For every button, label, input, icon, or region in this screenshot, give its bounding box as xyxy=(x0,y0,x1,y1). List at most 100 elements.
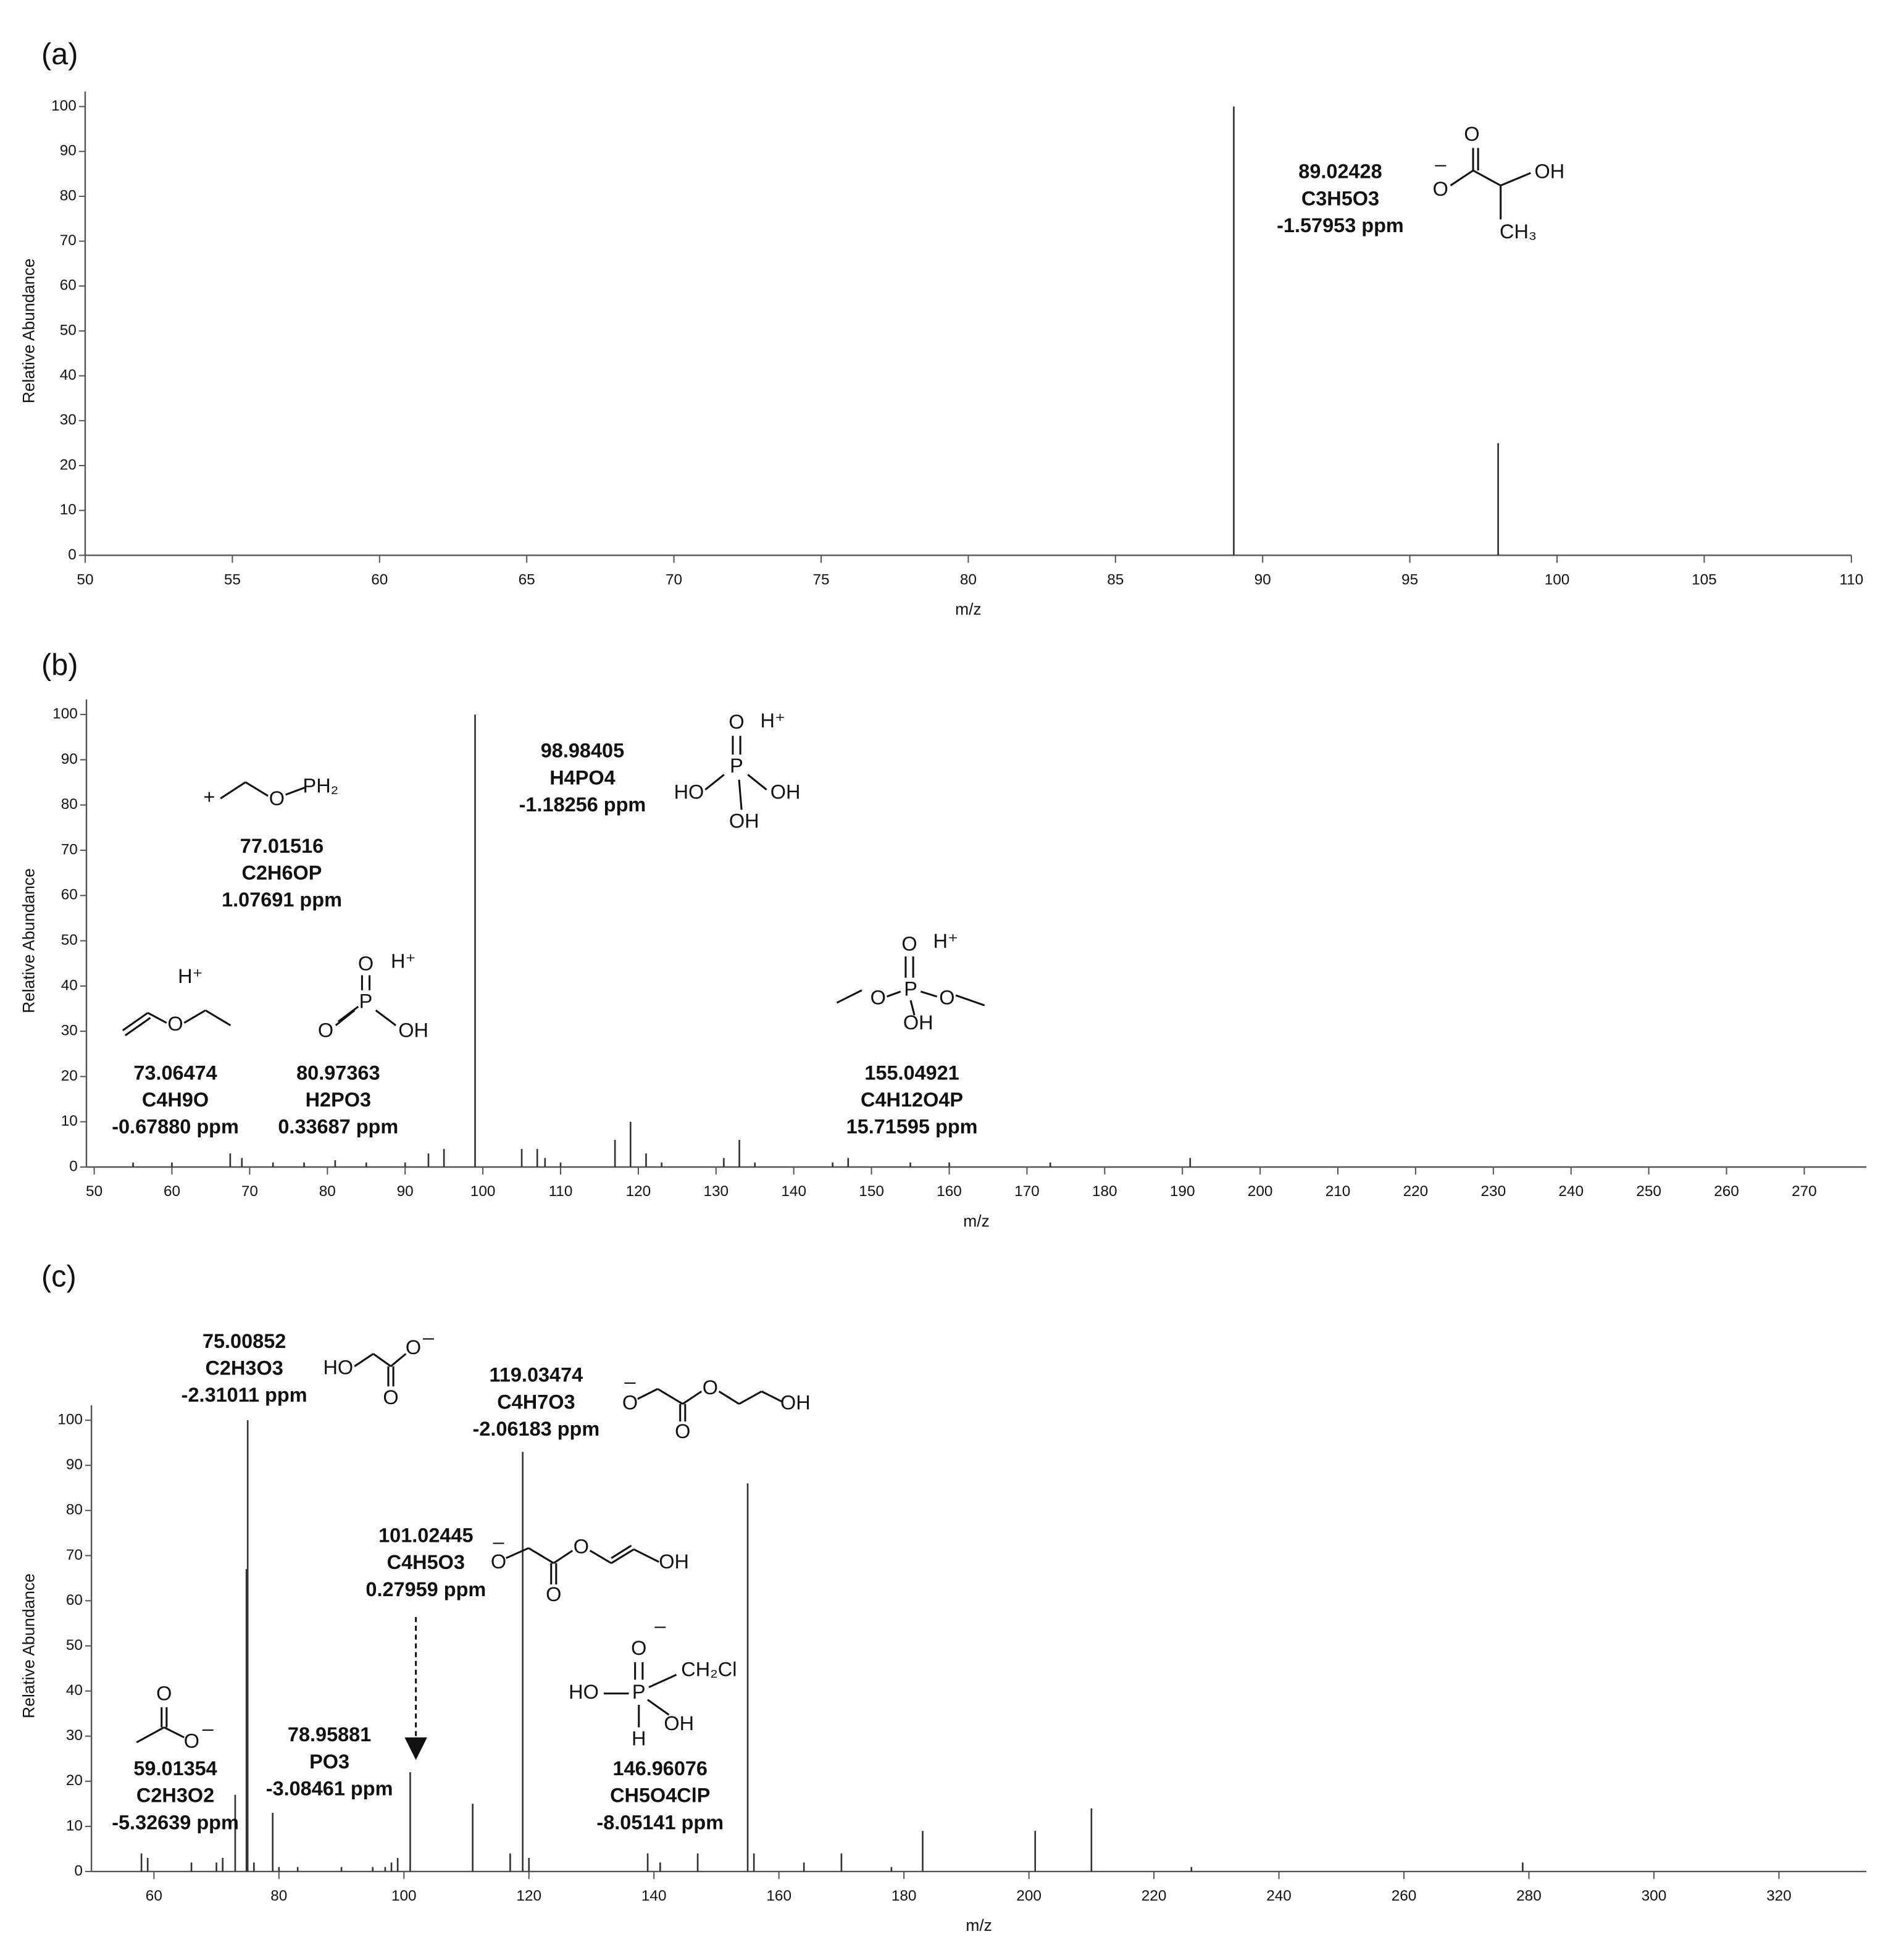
bond xyxy=(955,994,985,1006)
peak-annotation: -2.06183 ppm xyxy=(473,1418,600,1440)
y-tick-label: 80 xyxy=(66,1502,83,1518)
x-tick-label: 55 xyxy=(224,571,241,588)
bond xyxy=(372,1353,391,1368)
bond xyxy=(886,990,901,998)
bond xyxy=(633,1548,659,1563)
peak-annotation: 80.97363 xyxy=(296,1061,380,1084)
atom-label: PH₂ xyxy=(303,774,339,797)
peak-annotation: C4H9O xyxy=(142,1089,209,1111)
peak-annotation: CH5O4ClP xyxy=(610,1784,710,1807)
y-tick-label: 0 xyxy=(69,1158,78,1174)
atom-label: H⁺ xyxy=(761,709,786,732)
atom-label: OH xyxy=(664,1712,694,1734)
x-tick-label: 160 xyxy=(766,1888,791,1904)
atom-label: O xyxy=(574,1536,589,1558)
bond xyxy=(136,1726,165,1744)
bond xyxy=(836,989,862,1004)
y-tick-label: 70 xyxy=(66,1547,83,1563)
atom-label: H⁺ xyxy=(933,930,959,952)
atom-label: OH xyxy=(1534,161,1564,183)
y-tick-label: 80 xyxy=(60,187,77,204)
x-tick-label: 320 xyxy=(1766,1888,1792,1904)
atom-label: O xyxy=(358,953,374,975)
peak-annotation: C4H12O4P xyxy=(861,1089,963,1111)
atom-label: O xyxy=(622,1391,638,1413)
y-tick-label: 50 xyxy=(60,322,77,338)
y-tick-label: 90 xyxy=(61,751,78,768)
bond xyxy=(611,1548,635,1564)
peak-annotation: 1.07691 ppm xyxy=(222,889,342,911)
peak-annotation: 59.01354 xyxy=(133,1757,217,1780)
y-tick-label: 20 xyxy=(60,456,77,473)
peak-annotation: 77.01516 xyxy=(240,835,324,857)
atom-label: O xyxy=(491,1550,506,1573)
atom-label: OH xyxy=(903,1011,933,1034)
y-tick-label: 80 xyxy=(61,796,78,813)
atom-label: P xyxy=(730,755,743,777)
x-tick-label: 110 xyxy=(1839,571,1863,588)
x-tick-label: 160 xyxy=(937,1183,962,1200)
peak-annotation: 146.96076 xyxy=(613,1757,708,1780)
atom-label: O xyxy=(703,1376,718,1399)
atom-label: HO xyxy=(569,1681,599,1703)
atom-label: OH xyxy=(780,1391,811,1413)
x-tick-label: 250 xyxy=(1636,1183,1661,1200)
atom-label: – xyxy=(625,1370,637,1392)
bond xyxy=(528,1547,554,1564)
atom-label: O xyxy=(675,1420,690,1442)
y-tick-label: 60 xyxy=(61,887,78,903)
x-tick-label: 80 xyxy=(319,1183,336,1200)
bond xyxy=(637,1387,658,1400)
peak-annotation: C4H5O3 xyxy=(387,1551,465,1573)
x-tick-label: 260 xyxy=(1714,1183,1739,1200)
x-tick-label: 100 xyxy=(470,1183,496,1200)
y-tick-label: 30 xyxy=(61,1023,78,1039)
bond xyxy=(611,1544,632,1559)
y-tick-label: 30 xyxy=(66,1727,83,1744)
x-tick-label: 90 xyxy=(1255,571,1271,588)
x-tick-label: 130 xyxy=(703,1183,729,1200)
bond xyxy=(1472,169,1501,186)
x-tick-label: 220 xyxy=(1403,1183,1429,1200)
atom-label: O xyxy=(156,1682,172,1704)
peak-annotation: 15.71595 ppm xyxy=(846,1116,978,1138)
x-tick-label: 150 xyxy=(859,1183,884,1200)
bond xyxy=(1500,172,1531,186)
atom-label: OH xyxy=(398,1019,428,1041)
atom-label: O xyxy=(184,1730,199,1752)
y-tick-label: 10 xyxy=(66,1817,83,1834)
y-axis-label: Relative Abundance xyxy=(20,259,38,404)
bond xyxy=(337,1005,359,1023)
x-axis-label: m/z xyxy=(963,1211,989,1230)
bond xyxy=(761,1391,782,1403)
y-tick-label: 30 xyxy=(60,412,77,429)
y-tick-label: 50 xyxy=(66,1637,83,1654)
peak-annotation: -8.05141 ppm xyxy=(596,1811,724,1833)
peak-annotation: C2H3O3 xyxy=(205,1357,283,1379)
x-tick-label: 60 xyxy=(371,571,388,588)
y-tick-label: 90 xyxy=(60,143,77,159)
atom-label: O xyxy=(269,787,285,810)
x-tick-label: 100 xyxy=(1545,571,1570,588)
atom-label: – xyxy=(1435,153,1447,175)
bond xyxy=(704,774,725,791)
peak-annotation: 73.06474 xyxy=(133,1061,217,1084)
y-tick-label: 60 xyxy=(60,277,77,294)
y-tick-label: 50 xyxy=(61,932,78,948)
bond xyxy=(125,1017,151,1037)
atom-label: – xyxy=(654,1615,666,1637)
atom-label: O xyxy=(939,987,954,1009)
y-tick-label: 70 xyxy=(61,841,78,858)
atom-label: O xyxy=(546,1583,561,1605)
peak-annotation: 155.04921 xyxy=(864,1061,959,1084)
bond xyxy=(553,1549,574,1564)
panel-label: (b) xyxy=(41,648,78,682)
bond xyxy=(244,781,269,797)
peak-annotation: -5.32639 ppm xyxy=(112,1811,239,1833)
peak-annotation: 89.02428 xyxy=(1298,161,1382,183)
x-tick-label: 180 xyxy=(1092,1183,1117,1200)
x-tick-label: 70 xyxy=(666,571,682,588)
atom-label: P xyxy=(359,990,373,1013)
y-tick-label: 60 xyxy=(66,1592,83,1609)
